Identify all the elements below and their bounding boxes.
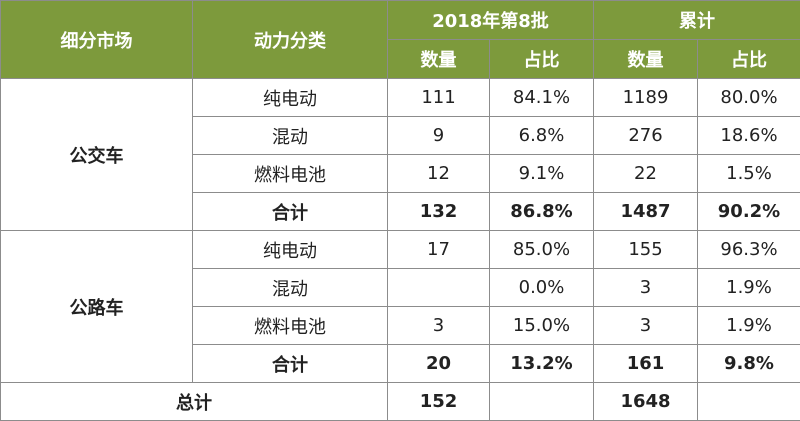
header-segment: 细分市场 xyxy=(0,0,193,79)
cum-qty-cell: 3 xyxy=(593,268,698,307)
header-batch: 2018年第8批 xyxy=(387,0,594,40)
header-power-type: 动力分类 xyxy=(192,0,388,79)
batch-share-cell: 0.0% xyxy=(489,268,594,307)
total-cum-qty: 1648 xyxy=(593,382,698,421)
power-type-cell: 燃料电池 xyxy=(192,306,388,345)
total-row: 总计 152 1648 xyxy=(0,382,800,421)
header-batch-qty: 数量 xyxy=(387,39,490,79)
cum-share-cell: 80.0% xyxy=(697,78,800,117)
cum-share-cell: 96.3% xyxy=(697,230,800,269)
batch-qty-cell: 3 xyxy=(387,306,490,345)
subtotal-batch-share: 86.8% xyxy=(489,192,594,231)
cum-qty-cell: 1189 xyxy=(593,78,698,117)
market-cell: 公交车 xyxy=(0,78,193,231)
table-row: 公路车 纯电动 17 85.0% 155 96.3% xyxy=(0,230,800,383)
table-row: 燃料电池 3 15.0% 3 1.9% xyxy=(1,306,800,345)
batch-qty-cell: 9 xyxy=(387,116,490,155)
table-row: 公交车 纯电动 111 84.1% 1189 80.0% xyxy=(0,78,800,231)
batch-share-cell: 6.8% xyxy=(489,116,594,155)
subtotal-batch-qty: 20 xyxy=(387,344,490,383)
header-row-2: 数量 占比 数量 占比 xyxy=(1,39,800,79)
batch-share-cell: 15.0% xyxy=(489,306,594,345)
batch-qty-cell: 111 xyxy=(387,78,490,117)
header-cum-share: 占比 xyxy=(697,39,800,79)
cum-qty-cell: 276 xyxy=(593,116,698,155)
cum-share-cell: 1.9% xyxy=(697,306,800,345)
power-type-cell: 燃料电池 xyxy=(192,154,388,193)
header-cum-qty: 数量 xyxy=(593,39,698,79)
table-row: 混动 9 6.8% 276 18.6% xyxy=(1,116,800,155)
batch-qty-cell: 17 xyxy=(387,230,490,269)
total-batch-qty: 152 xyxy=(387,382,490,421)
total-batch-share-empty xyxy=(489,382,594,421)
market-cell: 公路车 xyxy=(0,230,193,383)
batch-qty-cell: 12 xyxy=(387,154,490,193)
batch-share-cell: 9.1% xyxy=(489,154,594,193)
subtotal-batch-share: 13.2% xyxy=(489,344,594,383)
power-type-cell: 纯电动 xyxy=(192,230,388,269)
power-type-cell: 混动 xyxy=(192,116,388,155)
subtotal-label: 合计 xyxy=(192,192,388,231)
cum-share-cell: 1.5% xyxy=(697,154,800,193)
header-row-1: 细分市场 动力分类 2018年第8批 累计 xyxy=(0,0,800,79)
cum-qty-cell: 155 xyxy=(593,230,698,269)
subtotal-row: 合计 20 13.2% 161 9.8% xyxy=(1,344,800,383)
cum-share-cell: 1.9% xyxy=(697,268,800,307)
subtotal-label: 合计 xyxy=(192,344,388,383)
cum-share-cell: 18.6% xyxy=(697,116,800,155)
subtotal-cum-qty: 161 xyxy=(593,344,698,383)
header-cumulative: 累计 xyxy=(593,0,800,40)
power-type-cell: 纯电动 xyxy=(192,78,388,117)
subtotal-cum-share: 9.8% xyxy=(697,344,800,383)
table-row: 混动 0.0% 3 1.9% xyxy=(1,268,800,307)
total-label: 总计 xyxy=(0,382,388,421)
batch-share-cell: 84.1% xyxy=(489,78,594,117)
subtotal-cum-qty: 1487 xyxy=(593,192,698,231)
subtotal-batch-qty: 132 xyxy=(387,192,490,231)
cum-qty-cell: 3 xyxy=(593,306,698,345)
total-cum-share-empty xyxy=(697,382,800,421)
header-batch-share: 占比 xyxy=(489,39,594,79)
subtotal-cum-share: 90.2% xyxy=(697,192,800,231)
cum-qty-cell: 22 xyxy=(593,154,698,193)
power-type-cell: 混动 xyxy=(192,268,388,307)
batch-share-cell: 85.0% xyxy=(489,230,594,269)
batch-qty-cell xyxy=(387,268,490,307)
